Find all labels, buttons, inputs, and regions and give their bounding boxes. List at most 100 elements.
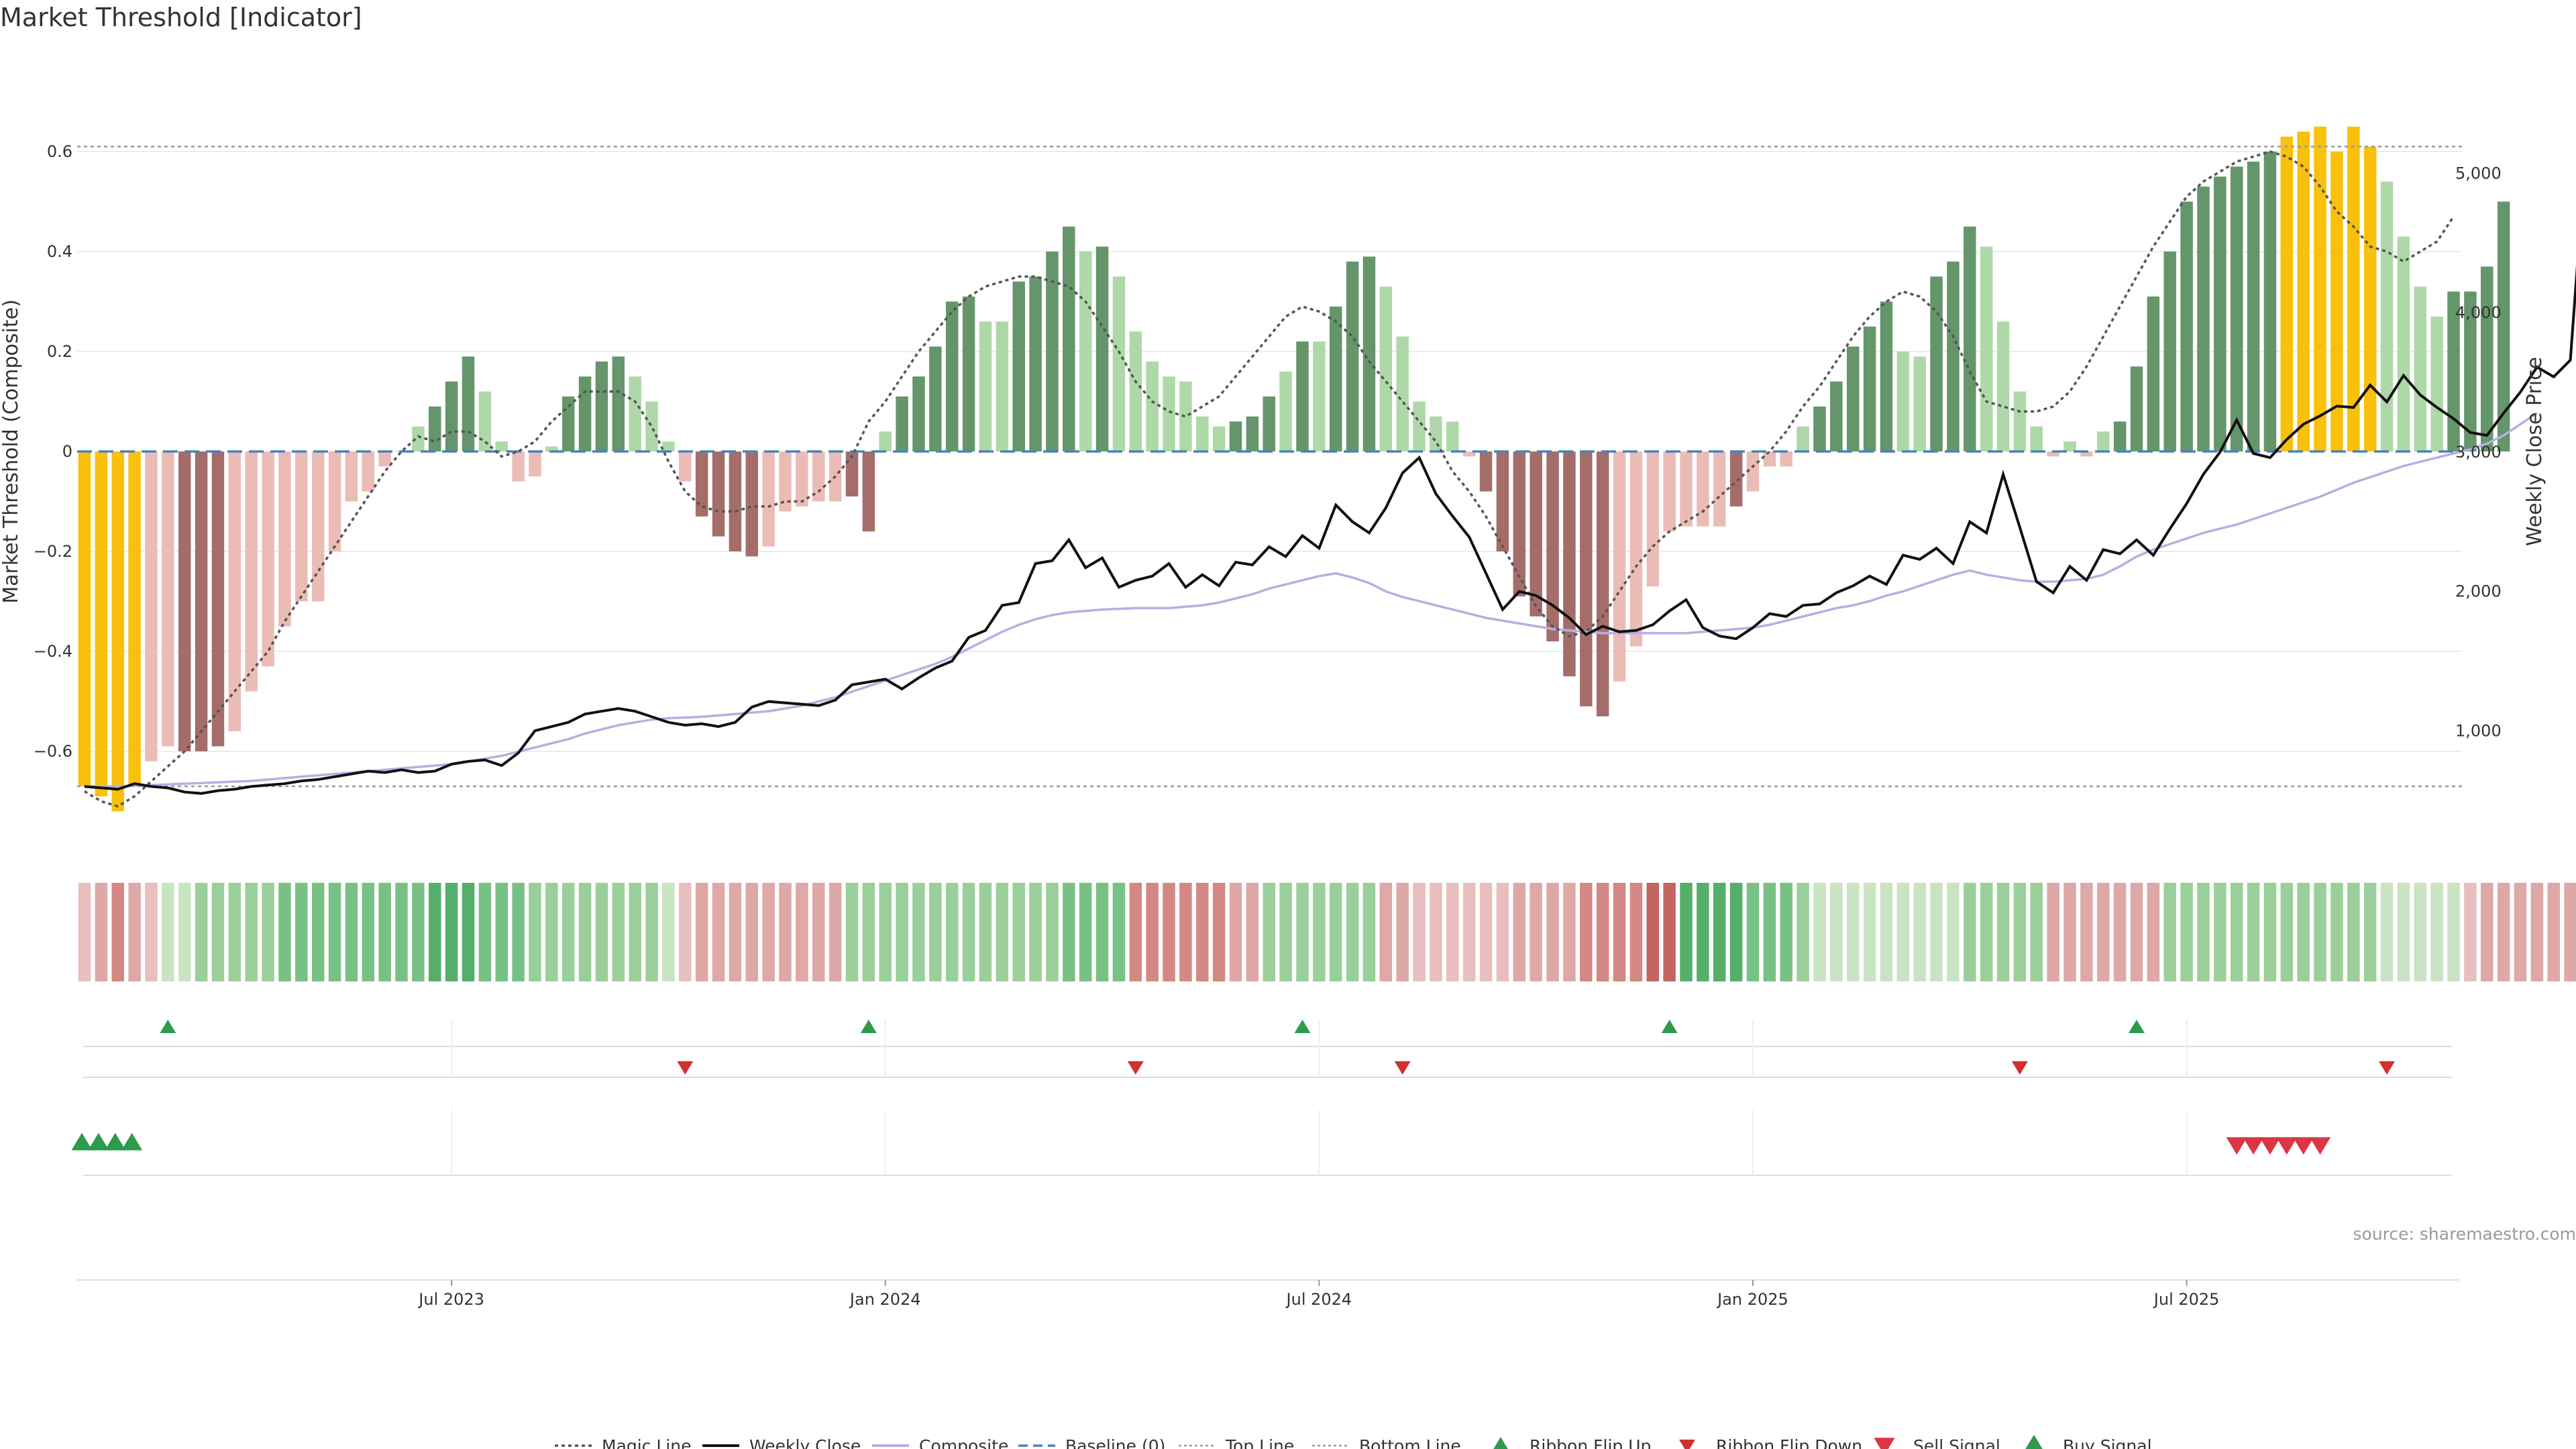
composite-bar [1663,451,1676,532]
ribbon-cell [812,883,825,981]
y-left-tick-label: 0.4 [47,242,72,261]
composite-bar [2430,316,2443,451]
composite-bar [645,401,658,451]
ribbon-cell [1780,883,1792,981]
ribbon-cell [1663,883,1676,981]
ribbon-cell [1029,883,1042,981]
composite-bar [662,441,675,451]
composite-bar [2280,136,2294,451]
ribbon-cell [2030,883,2043,981]
legend-label: Baseline (0) [1065,1436,1165,1449]
ribbon-cell [2280,883,2294,981]
ribbon-cell [561,883,575,981]
ribbon-cell [729,883,742,981]
legend-label: Bottom Line [1359,1436,1461,1449]
composite-bar [195,451,208,751]
ribbon-cell [1063,883,1075,981]
ribbon-cell [211,883,225,981]
composite-bar [1496,451,1509,551]
ribbon-cell [1095,883,1109,981]
composite-bar [245,451,258,692]
composite-bar [1563,451,1576,677]
composite-bar [1296,341,1309,451]
ribbon-cell [828,883,842,981]
composite-bar [1880,301,1893,451]
ribbon-cell [2530,883,2544,981]
ribbon-cell [1296,883,1309,981]
ribbon-cell [1830,883,1843,981]
composite-bar [295,451,308,602]
ribbon-cell [1146,883,1159,981]
ribbon-cell [1629,883,1643,981]
ribbon-cell [111,883,124,981]
composite-bar [2363,146,2377,452]
legend-label: Ribbon Flip Up [1529,1436,1651,1449]
composite-bar [2347,126,2360,451]
x-axis: Jul 2023 Jan 2024 Jul 2024 Jan 2025 Jul 2025 [77,1279,2459,1309]
ribbon-cell [2147,883,2160,981]
composite-bar [2063,441,2076,451]
composite-bar [1646,451,1660,587]
signal-panel [71,1110,2452,1176]
ribbon-cell [345,883,358,981]
composite-bar [2481,266,2493,451]
ribbon-cell [1529,883,1542,981]
ribbon-cell [2230,883,2243,981]
ribbon-cell [1880,883,1893,981]
ribbon-cell [845,883,859,981]
ribbon-cell [2013,883,2027,981]
ribbon-cell [2414,883,2427,981]
composite-bar [328,451,341,551]
legend-swatch-sell [1874,1438,1895,1449]
ribbon-cell [1713,883,1726,981]
composite-bar [128,451,141,787]
composite-bar [345,451,358,502]
ribbon-cell [1896,883,1910,981]
ribbon-flip-panel [83,1020,2452,1078]
ribbon-flip-down-marker [1127,1061,1144,1075]
legend: Magic Line Weekly Close Composite Baseline … [555,1434,2152,1449]
composite-bar [1697,451,1709,527]
y-left-axis-label: Market Threshold (Composite) [0,299,23,604]
ribbon-flip-up-marker [860,1020,877,1033]
ribbon-cell [478,883,492,981]
composite-bar [595,361,608,451]
y-left-tick-label: 0.6 [47,142,72,161]
composite-bar [896,396,908,451]
composite-bar [578,376,592,451]
composite-bar [1396,336,1409,451]
composite-bar [1729,451,1743,506]
ribbon-cell [445,883,458,981]
x-tick-label: Jan 2024 [849,1290,921,1309]
composite-bar [2113,421,2127,451]
composite-bar [1896,352,1910,451]
ribbon-cell [979,883,992,981]
legend-label: Magic Line [602,1436,692,1449]
ribbon-cell [195,883,208,981]
composite-bar [796,451,808,506]
ribbon-cell [1563,883,1576,981]
composite-bar [2147,297,2160,451]
y-right-tick-label: 5,000 [2455,164,2502,183]
composite-bar [679,451,692,482]
composite-bar [1330,306,1342,451]
ribbon-cell [1964,883,1976,981]
composite-bar [529,451,541,477]
composite-bar [561,396,575,451]
ribbon-cell [2113,883,2127,981]
composite-bar [2047,451,2059,457]
ribbon-cell [295,883,308,981]
composite-bar [1629,451,1643,647]
composite-bar [629,376,641,451]
ribbon-cell [1930,883,1943,981]
ribbon-cell [2097,883,2110,981]
ribbon-cell [1947,883,1960,981]
ribbon-cell [1813,883,1826,981]
ribbon-cell [2180,883,2193,981]
composite-bar [762,451,775,547]
composite-bar [612,356,625,451]
buy-signal-marker [121,1132,143,1150]
composite-bar [1430,416,1442,451]
ribbon-cell [1112,883,1126,981]
